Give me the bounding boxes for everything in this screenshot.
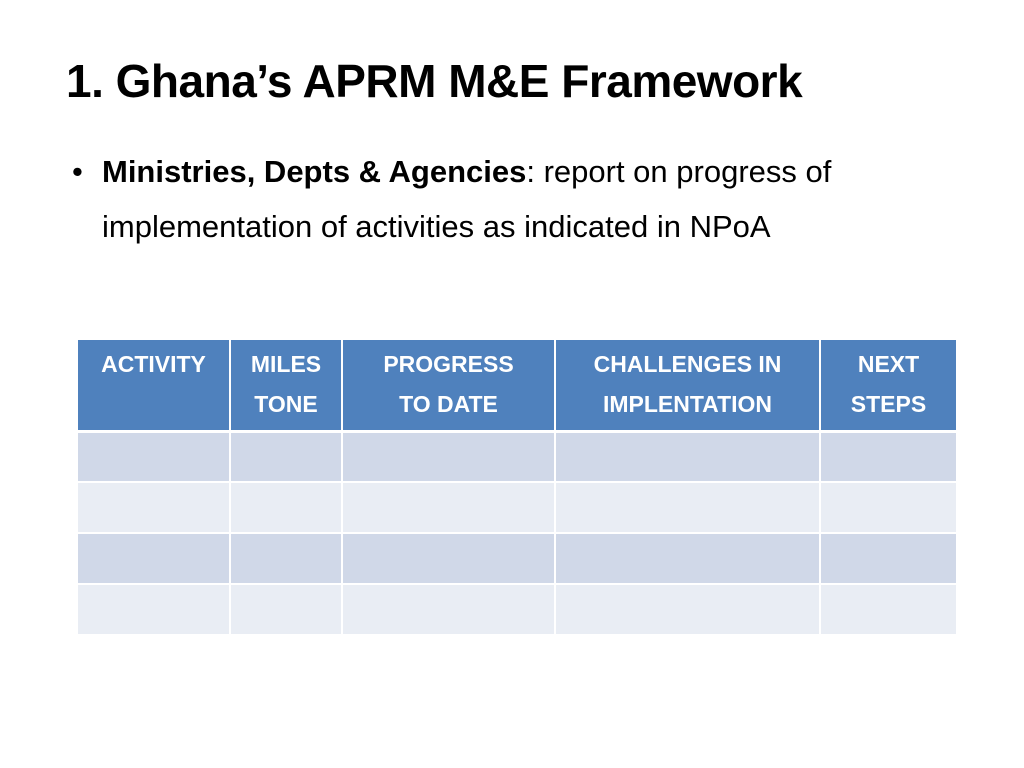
bullet-rest-text: : report on progress of implementation o… [102,154,832,244]
table-cell[interactable] [341,481,556,534]
bullet-marker: • [72,154,83,189]
bullet-list: • Ministries, Depts & Agencies: report o… [72,148,932,254]
header-line: STEPS [850,391,927,417]
header-milestone: MILES TONE [229,340,343,433]
table-cell[interactable] [819,583,958,636]
table-cell[interactable] [76,583,231,636]
table-cell[interactable] [819,532,958,585]
header-line: NEXT [857,351,920,377]
header-line: CHALLENGES IN [593,351,782,377]
bullet-item: • Ministries, Depts & Agencies: report o… [72,148,932,254]
table-row [76,430,958,483]
table-row [76,532,958,585]
table-cell[interactable] [341,430,556,483]
header-challenges: CHALLENGES IN IMPLENTATION [554,340,821,433]
table-row [76,481,958,534]
framework-table: ACTIVITY MILES TONE PROGRESS TO DATE CHALL… [76,340,958,636]
bullet-text: Ministries, Depts & Agencies: report on … [102,144,932,254]
table-cell[interactable] [229,583,343,636]
table-cell[interactable] [76,430,231,483]
table-cell[interactable] [76,481,231,534]
table-cell[interactable] [76,532,231,585]
header-line: TONE [254,391,318,417]
header-progress-to-date: PROGRESS TO DATE [341,340,556,433]
table-cell[interactable] [554,583,821,636]
table-row [76,583,958,636]
table-header-row: ACTIVITY MILES TONE PROGRESS TO DATE CHALL… [76,340,958,433]
bullet-bold-text: Ministries, Depts & Agencies [102,154,527,189]
table-cell[interactable] [341,583,556,636]
table-cell[interactable] [554,430,821,483]
table-cell[interactable] [341,532,556,585]
framework-table-container: ACTIVITY MILES TONE PROGRESS TO DATE CHALL… [76,340,958,636]
header-line: TO DATE [399,391,498,417]
slide-title: 1. Ghana’s APRM M&E Framework [66,55,803,107]
table-cell[interactable] [229,481,343,534]
table-cell[interactable] [229,532,343,585]
header-activity: ACTIVITY [76,340,231,433]
header-next-steps: NEXT STEPS [819,340,958,433]
header-line: PROGRESS [383,351,514,377]
header-line: ACTIVITY [101,351,206,377]
header-line: MILES [250,351,322,377]
table-cell[interactable] [554,532,821,585]
table-cell[interactable] [229,430,343,483]
table-cell[interactable] [554,481,821,534]
table-cell[interactable] [819,481,958,534]
header-line: IMPLENTATION [602,391,773,417]
table-cell[interactable] [819,430,958,483]
